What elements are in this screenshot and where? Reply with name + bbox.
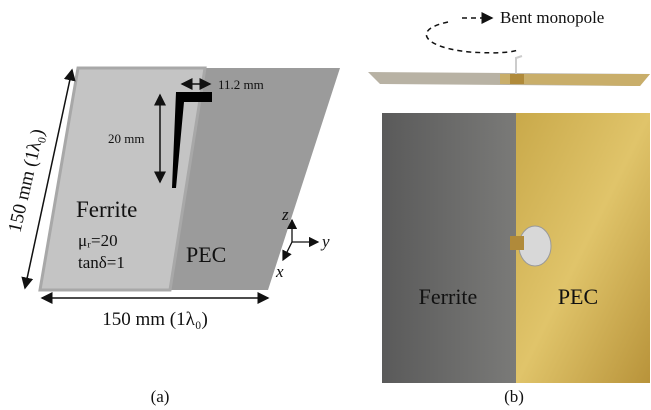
ferrite-label: Ferrite [419, 284, 478, 309]
dim-width: 11.2 mm [218, 77, 264, 92]
dim-height: 20 mm [108, 131, 144, 146]
axis-y: y [320, 232, 330, 251]
panel-a: 11.2 mm 20 mm 150 mm (1λ₀) 150 mm (1λ₀) … [5, 68, 340, 406]
ferrite-photo [382, 113, 516, 383]
connector [510, 236, 524, 250]
side-label: 150 mm (1λ₀) [5, 127, 49, 235]
callout: Bent monopole [500, 8, 604, 27]
caption: (a) [151, 387, 170, 406]
connector [510, 74, 524, 84]
figure: 11.2 mm 20 mm 150 mm (1λ₀) 150 mm (1λ₀) … [0, 0, 651, 410]
pec-label: PEC [186, 242, 226, 267]
pec-label: PEC [558, 284, 598, 309]
panel-b: Bent monopole Ferrite PEC (b) [368, 8, 650, 406]
caption: (b) [504, 387, 524, 406]
tan-label: tanδ=1 [78, 253, 125, 272]
mu-label: μᵣ=20 [78, 231, 118, 250]
bottom-label: 150 mm (1λ₀) [102, 309, 208, 330]
axis-z: z [281, 205, 289, 224]
axis-x: x [275, 262, 284, 281]
ferrite-label: Ferrite [76, 197, 137, 222]
